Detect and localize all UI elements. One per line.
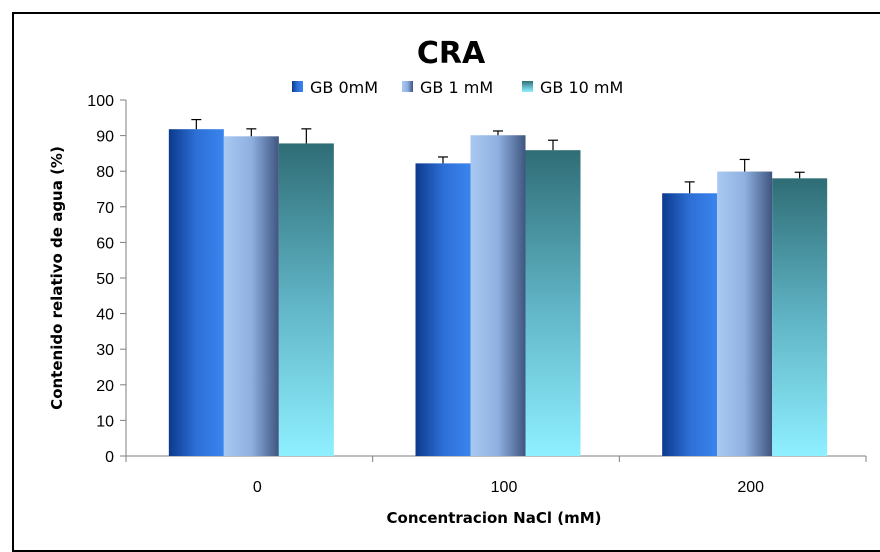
legend-label: GB 1 mM	[420, 78, 493, 97]
bars	[168, 118, 828, 457]
chart-title: CRA	[417, 36, 486, 71]
legend: GB 0mM GB 1 mM GB 10 mM	[292, 78, 623, 97]
x-axis-label: Concentracion NaCl (mM)	[387, 509, 602, 527]
y-tick-label: 80	[96, 164, 114, 181]
y-tick-label: 100	[87, 93, 114, 110]
y-tick-label: 20	[96, 378, 114, 395]
y-axis-label: Contenido relativo de agua (%)	[48, 146, 66, 410]
bar-chart: CRA Concentracion NaCl (mM) Contenido re…	[48, 36, 867, 527]
bar-gb-10-mm-0	[278, 143, 334, 456]
y-tick-label: 70	[96, 200, 114, 217]
y-tick-label: 30	[96, 342, 114, 359]
bar-gb-0mm-200	[662, 193, 718, 456]
y-tick-label: 40	[96, 307, 114, 324]
legend-label: GB 0mM	[310, 78, 378, 97]
bar-gb-1-mm-0	[223, 136, 279, 456]
y-tick-label: 60	[96, 235, 114, 252]
bar-gb-10-mm-100	[525, 150, 581, 457]
y-tick-label: 50	[96, 271, 114, 288]
bar-gb-1-mm-100	[470, 135, 526, 456]
bar-gb-10-mm-200	[772, 178, 828, 456]
legend-label: GB 10 mM	[540, 78, 623, 97]
bar-gb-0mm-100	[415, 163, 471, 457]
legend-swatch	[522, 81, 533, 92]
x-tick-label: 100	[491, 479, 518, 496]
y-tick-label: 90	[96, 129, 114, 146]
x-tick-label: 0	[253, 479, 262, 496]
y-tick-label: 10	[96, 413, 114, 430]
x-tick-label: 200	[737, 479, 764, 496]
legend-swatch	[292, 81, 303, 92]
legend-swatch	[402, 81, 413, 92]
y-tick-label: 0	[105, 449, 114, 466]
bar-gb-1-mm-200	[717, 171, 773, 456]
bar-gb-0mm-0	[168, 129, 224, 456]
